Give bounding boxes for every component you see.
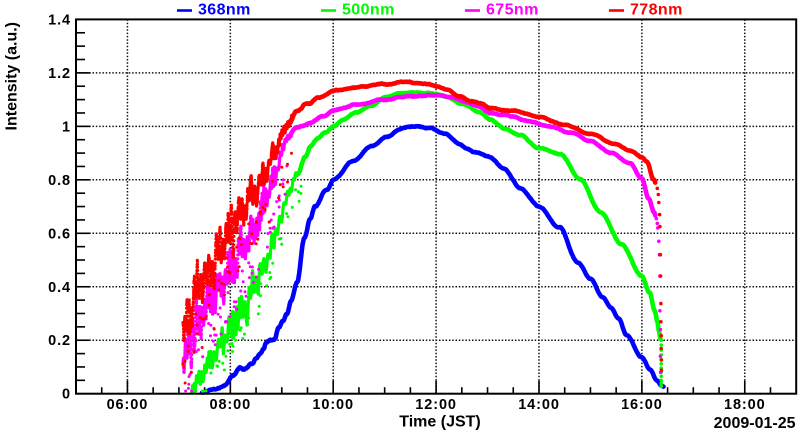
svg-text:0.6: 0.6 [48, 226, 71, 242]
svg-text:0.2: 0.2 [48, 333, 71, 349]
svg-text:1.2: 1.2 [48, 66, 71, 82]
svg-text:778nm: 778nm [630, 2, 683, 19]
svg-text:10:00: 10:00 [312, 397, 354, 413]
svg-text:500nm: 500nm [342, 2, 395, 19]
svg-text:12:00: 12:00 [415, 397, 457, 413]
svg-text:06:00: 06:00 [107, 397, 149, 413]
svg-text:08:00: 08:00 [210, 397, 252, 413]
svg-text:1: 1 [62, 119, 71, 135]
svg-text:675nm: 675nm [486, 2, 539, 19]
svg-text:16:00: 16:00 [621, 397, 663, 413]
svg-text:14:00: 14:00 [518, 397, 560, 413]
svg-text:2009-01-25: 2009-01-25 [714, 415, 796, 432]
svg-text:0.8: 0.8 [48, 173, 71, 189]
svg-text:368nm: 368nm [198, 2, 251, 19]
svg-text:18:00: 18:00 [724, 397, 766, 413]
svg-text:Intensity (a.u.): Intensity (a.u.) [4, 22, 21, 130]
svg-text:Time (JST): Time (JST) [399, 414, 481, 431]
svg-text:0: 0 [62, 387, 71, 403]
svg-text:0.4: 0.4 [48, 280, 71, 296]
svg-text:1.4: 1.4 [48, 12, 71, 28]
